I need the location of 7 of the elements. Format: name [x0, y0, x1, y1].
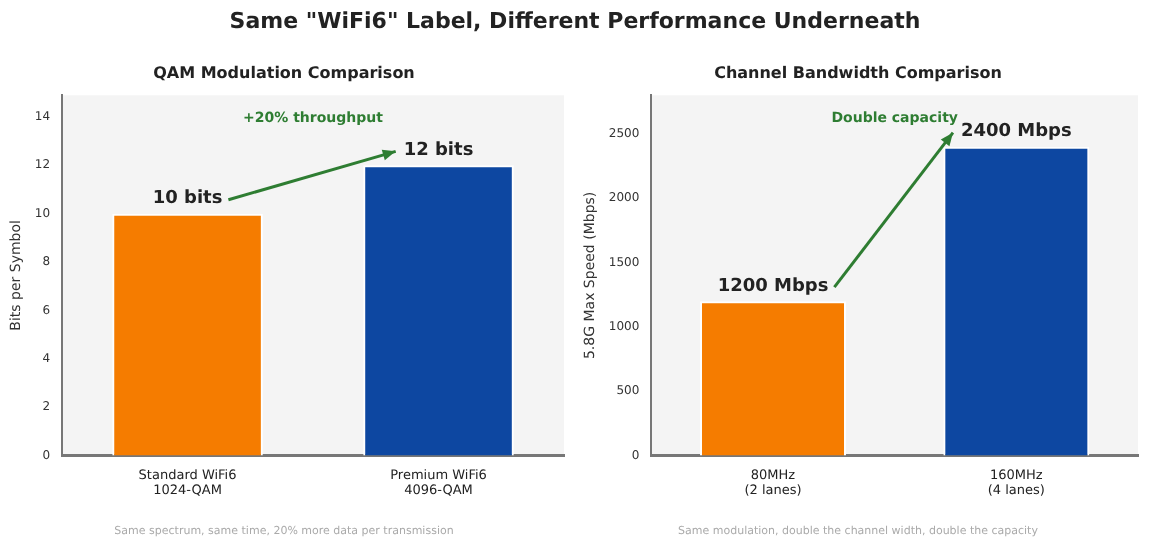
data-label: 12 bits	[403, 141, 474, 162]
data-label: 1200 Mbps	[717, 276, 829, 297]
data-label: 2400 Mbps	[960, 122, 1072, 143]
data-label: 10 bits	[152, 189, 223, 210]
chart-title: Channel Bandwidth Comparison	[714, 63, 1003, 82]
chart-title: QAM Modulation Comparison	[153, 63, 416, 82]
text: Same "WiFi6" Label, Different Performance Underneath	[227, 8, 923, 34]
